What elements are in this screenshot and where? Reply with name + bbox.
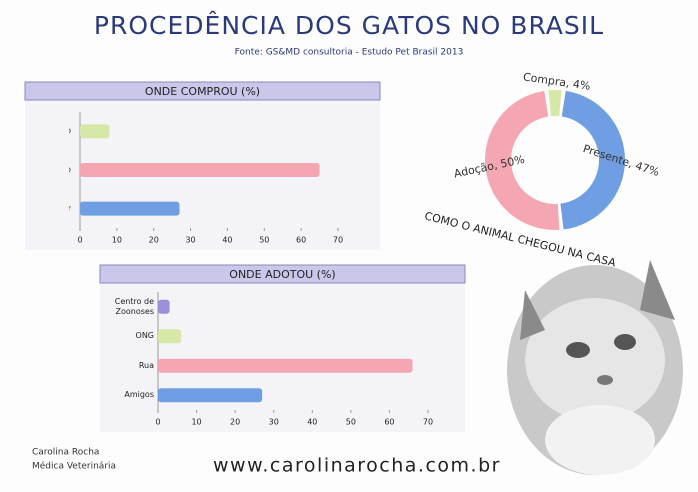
donut-slice (560, 90, 625, 230)
x-tick-label: 70 (333, 236, 343, 245)
panel-header (24, 81, 381, 101)
chart-title: ONDE ADOTOU (%) (229, 268, 335, 281)
x-tick-label: 20 (149, 236, 159, 245)
source: Fonte: GS&MD consultoria - Estudo Pet Br… (235, 48, 464, 58)
x-tick-label: 10 (191, 418, 201, 427)
bar (158, 299, 170, 314)
panel-header (99, 264, 466, 284)
cat-photo (507, 260, 683, 475)
y-tick-label-box: Centro de Zoonoses (114, 296, 154, 316)
website: www.carolinarocha.com.br (213, 455, 501, 477)
bar (158, 329, 182, 344)
y-tick-label: Rua (138, 360, 154, 370)
x-tick-label: 30 (269, 418, 279, 427)
y-tick-label: Particular (69, 203, 71, 213)
author-name: Carolina Rocha (32, 448, 99, 458)
donut-slice (484, 90, 560, 231)
x-tick-label: 30 (185, 236, 195, 245)
bar (80, 124, 110, 139)
bar (158, 358, 413, 373)
y-tick-label: Centro de Zoonoses (114, 296, 154, 316)
x-tick-label: 0 (155, 418, 160, 427)
author-role: Médica Veterinária (32, 461, 116, 472)
y-tick-label: ONG (135, 331, 154, 341)
bar (158, 388, 263, 403)
donut-slice (548, 90, 562, 117)
chart-title: ONDE COMPROU (%) (145, 85, 260, 98)
x-tick-label: 40 (307, 418, 317, 427)
page-title: PROCEDÊNCIA DOS GATOS NO BRASIL (94, 11, 604, 40)
y-tick-label-box: Amigos (124, 390, 154, 400)
x-tick-label: 50 (346, 418, 356, 427)
x-tick-label: 20 (230, 418, 240, 427)
y-tick-label-box: Petshop (69, 156, 71, 184)
panel (100, 265, 465, 432)
y-tick-label: Amigos (124, 390, 154, 400)
x-tick-label: 60 (384, 418, 394, 427)
y-tick-label-box: Particular (69, 203, 71, 213)
y-tick-label: Petshop (69, 156, 71, 184)
x-tick-label: 40 (222, 236, 232, 245)
y-tick-label-box: Criadouro (69, 117, 71, 145)
y-tick-label: Criadouro (69, 117, 71, 145)
x-tick-label: 50 (259, 236, 269, 245)
y-tick-label-box: ONG (135, 331, 154, 341)
bar (80, 201, 180, 216)
y-tick-label-box: Rua (138, 360, 154, 370)
x-tick-label: 60 (296, 236, 306, 245)
x-tick-label: 0 (77, 236, 82, 245)
bar (80, 163, 320, 177)
x-tick-label: 70 (423, 418, 433, 427)
x-tick-label: 10 (112, 236, 122, 245)
